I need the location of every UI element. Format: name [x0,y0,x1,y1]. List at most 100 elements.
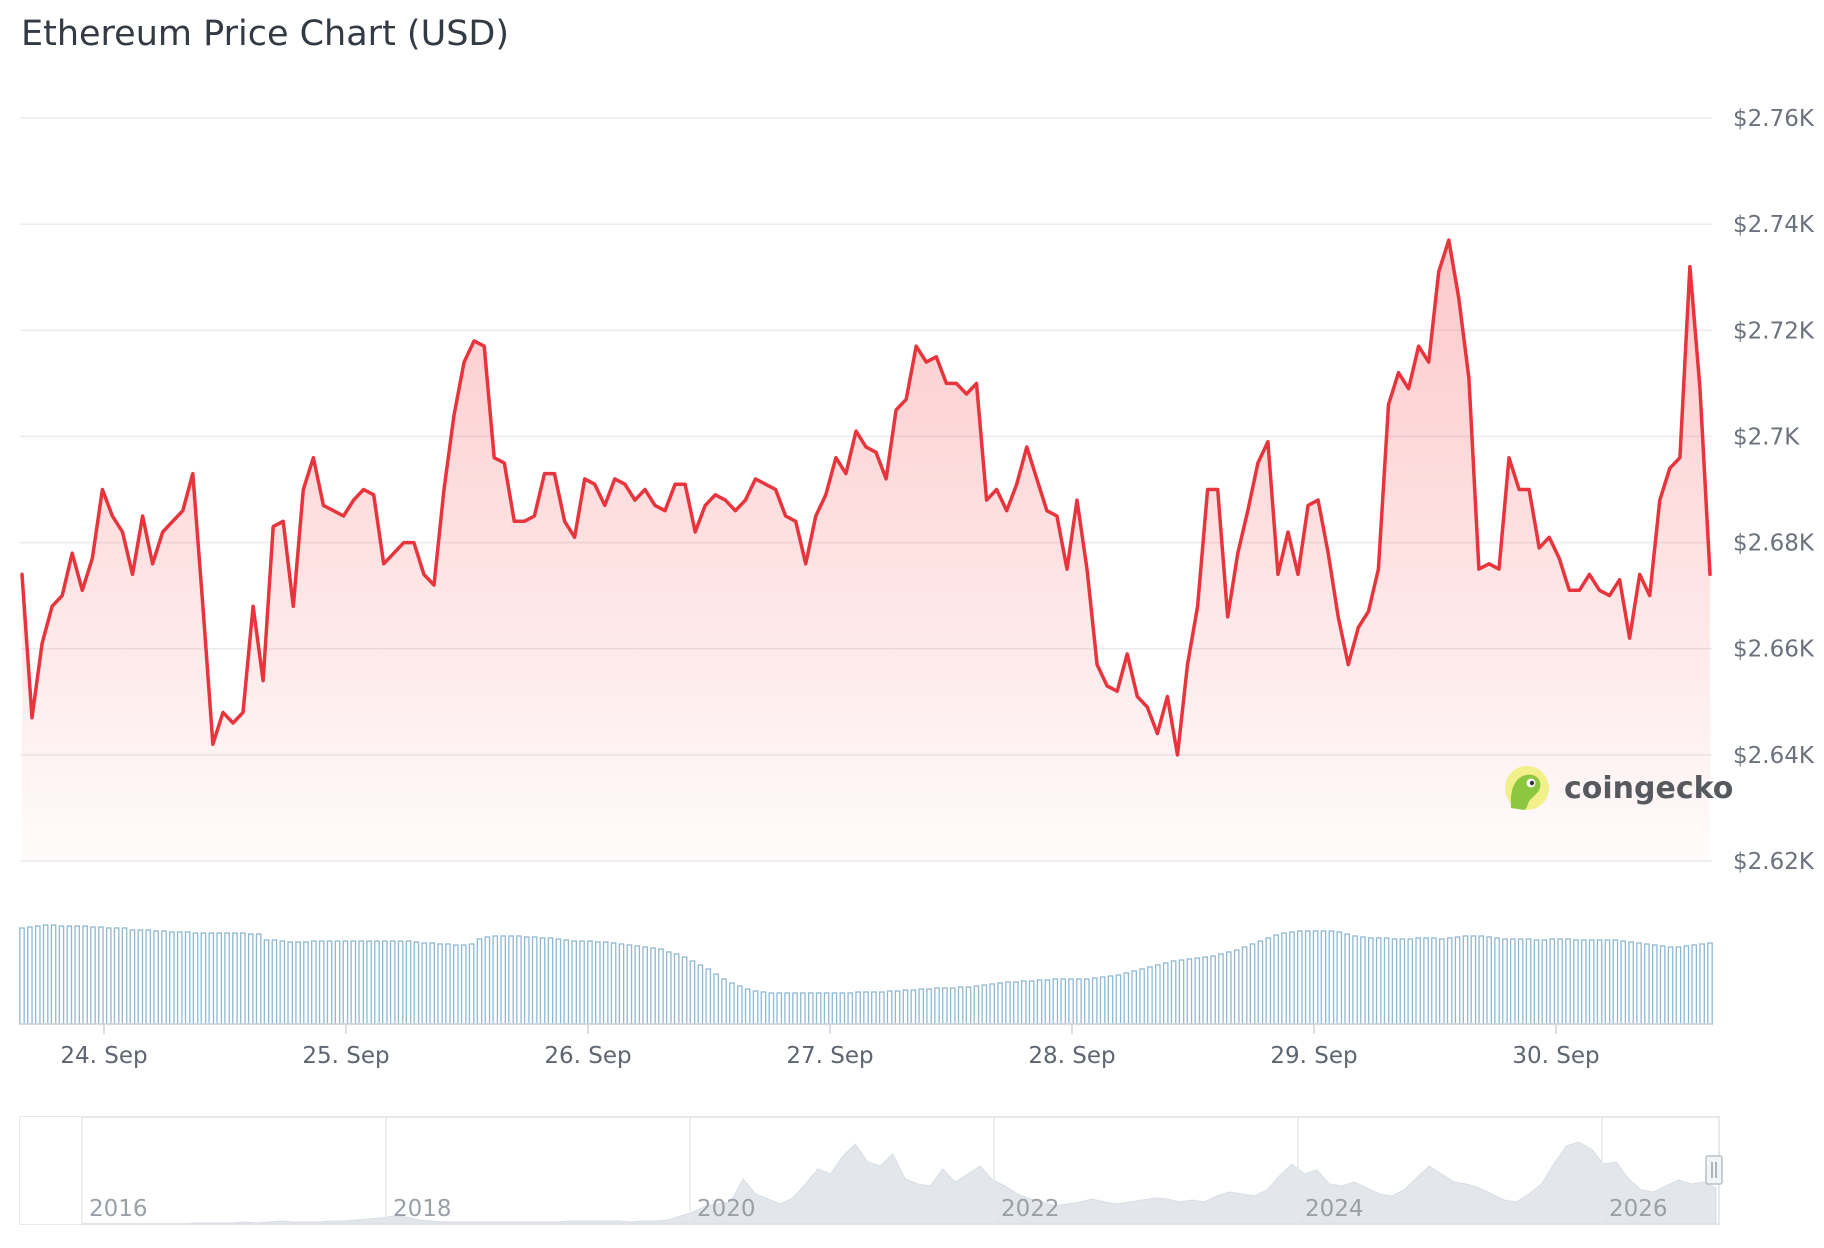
volume-bar [1604,939,1611,1025]
volume-bar [1091,977,1098,1025]
volume-bar [366,940,372,1025]
volume-bar [1005,981,1011,1025]
x-tick-label: 26. Sep [544,1043,631,1069]
volume-bar [27,926,33,1025]
volume-bar [736,985,743,1025]
volume-bar [634,945,641,1025]
volume-bar [989,983,996,1025]
volume-bar [697,964,704,1025]
volume-bar [1320,930,1327,1025]
volume-bar [1028,980,1035,1025]
volume-bar [705,968,712,1025]
volume-bar [768,992,775,1025]
volume-bar [429,942,435,1025]
volume-bar [1667,946,1674,1025]
volume-bar [1233,949,1240,1025]
volume-bar [524,936,530,1025]
volume-bar [539,937,546,1025]
volume-bar [1352,935,1358,1025]
volume-bar [279,940,286,1025]
volume-bar [815,992,822,1025]
y-tick-label: $2.66K [1733,637,1815,663]
volume-bar [42,924,49,1025]
navigator-handle[interactable] [1705,1155,1723,1185]
volume-bar [405,940,412,1025]
price-area [22,240,1710,862]
volume-bar [926,988,932,1025]
volume-bar [50,924,57,1025]
volume-bar [744,988,751,1025]
navigator-area [82,1141,1717,1225]
navigator-tick-label: 2016 [89,1196,148,1222]
volume-bar [1509,938,1516,1025]
volume-bar [871,991,877,1025]
volume-bar [1178,959,1185,1025]
volume-bar [1304,930,1311,1025]
volume-bar [831,992,838,1025]
volume-bar [918,988,925,1025]
volume-bar [484,936,491,1025]
volume-bar [878,991,885,1025]
volume-bar [792,992,798,1025]
volume-bar [721,978,727,1025]
navigator-tick-label: 2022 [1001,1196,1060,1222]
volume-bar [965,986,972,1025]
volume-bar [1675,946,1682,1025]
volume-bar [421,942,428,1025]
volume-bar [476,938,483,1025]
volume-bar [516,935,522,1025]
volume-bar [1265,937,1272,1025]
volume-bar [66,925,73,1025]
volume-bar [82,925,88,1025]
volume-bar [113,927,120,1025]
volume-bar [776,992,783,1025]
volume-bar [1210,955,1216,1025]
volume-bar [752,990,759,1025]
volume-bar [910,989,917,1025]
gecko-logo-icon [1505,766,1549,810]
navigator-tick-label: 2018 [393,1196,452,1222]
volume-bar [90,926,96,1025]
volume-bar [1557,938,1563,1025]
volume-bar [437,943,443,1025]
volume-bar [287,941,294,1025]
volume-bar [453,944,459,1025]
volume-bar [1020,980,1027,1025]
volume-bar [1691,944,1698,1025]
volume-bar [1115,974,1122,1025]
volume-bar [1517,938,1524,1025]
volume-bar [1131,970,1138,1025]
volume-bar [263,939,270,1025]
volume-bar [1360,936,1366,1025]
volume-bar [240,932,246,1025]
x-tick-label: 30. Sep [1512,1043,1599,1069]
y-tick-label: $2.68K [1733,531,1815,557]
volume-bar [1707,942,1713,1025]
navigator[interactable]: 2016 2018 2020 2022 2024 2026 [19,1116,1723,1225]
volume-bar [1249,943,1256,1025]
navigator-tick-label: 2024 [1305,1196,1364,1222]
volume-bar [847,992,854,1025]
volume-bar [587,940,593,1025]
volume-bar [618,943,625,1025]
volume-bar [1431,937,1437,1025]
volume-bar [358,940,365,1025]
volume-bar [318,940,325,1025]
volume-bar [1312,930,1319,1025]
volume-bar [1107,975,1114,1025]
volume-bar [232,932,238,1025]
volume-bar [934,987,940,1025]
x-tick-label: 29. Sep [1270,1043,1357,1069]
volume-bar [184,931,191,1025]
volume-bar [176,931,183,1025]
volume-bar [1186,958,1193,1025]
x-tick-label: 25. Sep [302,1043,389,1069]
volume-bar [468,943,475,1025]
volume-bar [800,992,806,1025]
volume-bar [1060,978,1067,1025]
volume-bar [942,987,948,1025]
volume-bar [460,944,467,1025]
volume-bar [389,940,396,1025]
volume-bar [1139,968,1145,1025]
y-tick-label: $2.7K [1733,424,1800,450]
